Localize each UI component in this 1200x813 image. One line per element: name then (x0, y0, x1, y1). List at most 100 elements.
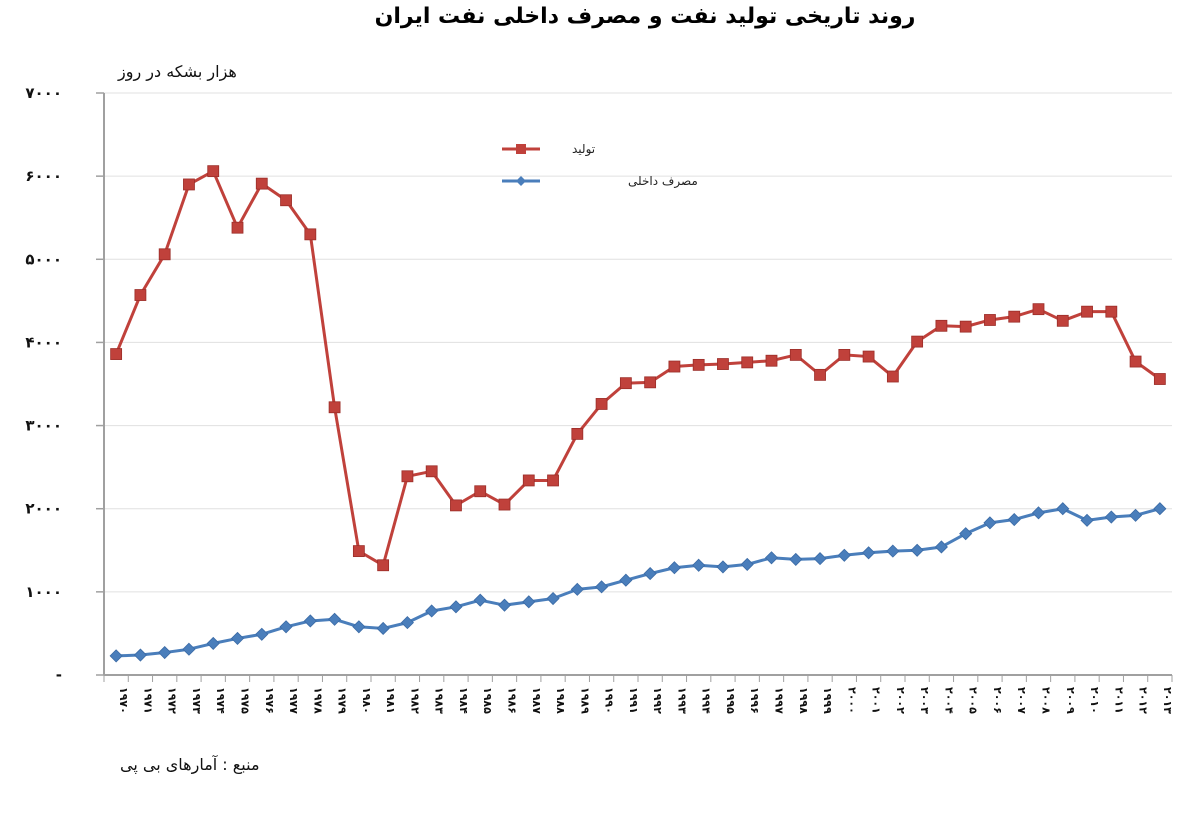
square-marker-icon (1032, 303, 1045, 316)
y-axis-ticks: - ۱۰۰۰ ۲۰۰۰ ۳۰۰۰ ۴۰۰۰ ۵۰۰۰ ۶۰۰۰ ۷۰۰۰ (25, 84, 104, 684)
diamond-marker-icon (303, 614, 317, 628)
x-tick-label: ۱۹۸۰ (360, 687, 373, 714)
x-tick-label: ۲۰۱۰ (1088, 687, 1101, 714)
square-marker-icon (1081, 305, 1093, 318)
diamond-marker-icon (546, 591, 560, 606)
x-tick-label: ۱۹۹۴ (700, 687, 713, 714)
square-marker-icon (522, 474, 535, 487)
x-tick-label: ۱۹۸۱ (384, 687, 397, 714)
x-tick-label: ۱۹۹۲ (651, 687, 664, 714)
x-tick-label: ۱۹۸۳ (433, 687, 446, 714)
x-tick-label: ۲۰۱۲ (1137, 687, 1150, 714)
diamond-marker-icon (643, 567, 657, 581)
square-marker-icon (741, 356, 754, 369)
diamond-marker-icon (692, 558, 706, 572)
diamond-marker-icon (1153, 502, 1167, 516)
x-tick-label: ۱۹۹۳ (675, 687, 688, 714)
diamond-marker-icon (1007, 512, 1021, 527)
square-marker-icon (644, 376, 657, 389)
square-marker-icon (717, 358, 729, 370)
x-tick-label: ۲۰۰۴ (942, 687, 955, 714)
legend-item-consumption: مصرف داخلی (502, 174, 698, 189)
y-tick-label: ۷۰۰۰ (25, 84, 62, 102)
x-tick-label: ۲۰۰۱ (870, 687, 883, 714)
x-tick-label: ۱۹۸۵ (481, 687, 494, 714)
square-marker-icon (959, 320, 972, 333)
x-axis-ticks: ۱۹۷۰ ۱۹۷۱ ۱۹۷۲ ۱۹۷۳ ۱۹۷۴ ۱۹۷۵ ۱۹۷۶ ۱۹۷۷ ۱۹۷۸ ۱۹۷۹… (103, 675, 1174, 714)
legend-label-production: تولید (572, 142, 595, 157)
diamond-marker-icon (1129, 508, 1143, 522)
square-marker-icon (328, 401, 341, 414)
diamond-marker-icon (109, 649, 123, 663)
diamond-marker-icon (425, 604, 439, 618)
diamond-marker-icon (328, 612, 342, 626)
square-marker-icon (1153, 373, 1166, 385)
x-tick-label: ۱۹۸۴ (457, 687, 470, 714)
chart-title: روند تاریخی تولید نفت و مصرف داخلی نفت ا… (374, 4, 916, 29)
diamond-marker-icon (764, 551, 779, 565)
diamond-marker-icon (376, 621, 390, 636)
square-marker-icon (984, 314, 996, 326)
x-tick-label: ۲۰۱۱ (1112, 687, 1125, 714)
square-marker-icon (935, 319, 948, 332)
x-tick-label: ۱۹۹۸ (797, 687, 810, 714)
diamond-marker-icon (886, 544, 900, 558)
x-tick-label: ۲۰۰۹ (1064, 687, 1077, 714)
square-marker-icon (110, 348, 123, 360)
square-marker-icon (765, 354, 778, 367)
diamond-marker-icon (910, 543, 924, 557)
x-tick-label: ۱۹۹۱ (627, 687, 640, 714)
y-tick-label: - (56, 666, 62, 684)
square-marker-icon (838, 348, 851, 361)
square-marker-icon (547, 474, 559, 487)
square-marker-icon (516, 144, 526, 154)
diamond-marker-icon (400, 616, 414, 630)
y-tick-label: ۵۰۰۰ (25, 250, 62, 268)
diamond-marker-icon (837, 548, 851, 562)
x-tick-label: ۲۰۰۲ (894, 687, 907, 714)
diamond-marker-icon (255, 627, 269, 641)
square-marker-icon (352, 545, 365, 558)
diamond-marker-icon (133, 648, 147, 662)
square-marker-icon (886, 370, 899, 383)
square-marker-icon (789, 348, 802, 361)
square-marker-icon (280, 194, 292, 207)
diamond-marker-icon (740, 557, 754, 571)
x-tick-label: ۱۹۷۱ (141, 687, 154, 714)
y-tick-label: ۲۰۰۰ (25, 500, 62, 518)
x-tick-label: ۱۹۹۰ (603, 687, 616, 714)
x-tick-label: ۲۰۰۳ (918, 687, 931, 714)
x-tick-label: ۱۹۷۳ (190, 687, 203, 714)
x-tick-label: ۱۹۹۹ (821, 687, 834, 714)
square-marker-icon (304, 228, 317, 241)
diamond-marker-icon (667, 561, 681, 575)
square-marker-icon (134, 289, 147, 301)
square-marker-icon (814, 368, 826, 381)
square-marker-icon (911, 335, 924, 348)
diamond-marker-icon (516, 176, 526, 186)
diamond-marker-icon (595, 580, 609, 594)
square-marker-icon (619, 377, 632, 390)
x-tick-label: ۱۹۸۸ (554, 687, 567, 714)
square-marker-icon (1008, 310, 1021, 323)
square-marker-icon (1056, 314, 1069, 327)
square-marker-icon (255, 177, 268, 190)
x-tick-label: ۱۹۷۴ (214, 687, 227, 714)
x-tick-label: ۲۰۰۷ (1015, 687, 1028, 714)
diamond-marker-icon (206, 636, 220, 650)
diamond-marker-icon (279, 620, 293, 634)
x-tick-label: ۱۹۷۶ (263, 687, 276, 714)
x-tick-label: ۱۹۷۰ (117, 687, 130, 714)
diamond-marker-icon (497, 598, 512, 612)
x-tick-label: ۲۰۰۰ (845, 687, 858, 714)
x-tick-label: ۱۹۸۹ (578, 687, 591, 714)
square-marker-icon (498, 498, 511, 511)
x-tick-label: ۱۹۷۹ (336, 687, 349, 714)
series-line (116, 507, 1161, 658)
x-tick-label: ۱۹۹۵ (724, 687, 737, 714)
diamond-marker-icon (1031, 506, 1046, 520)
square-marker-icon (401, 470, 414, 483)
x-tick-label: ۱۹۷۸ (311, 687, 324, 714)
diamond-marker-icon (1080, 513, 1094, 527)
